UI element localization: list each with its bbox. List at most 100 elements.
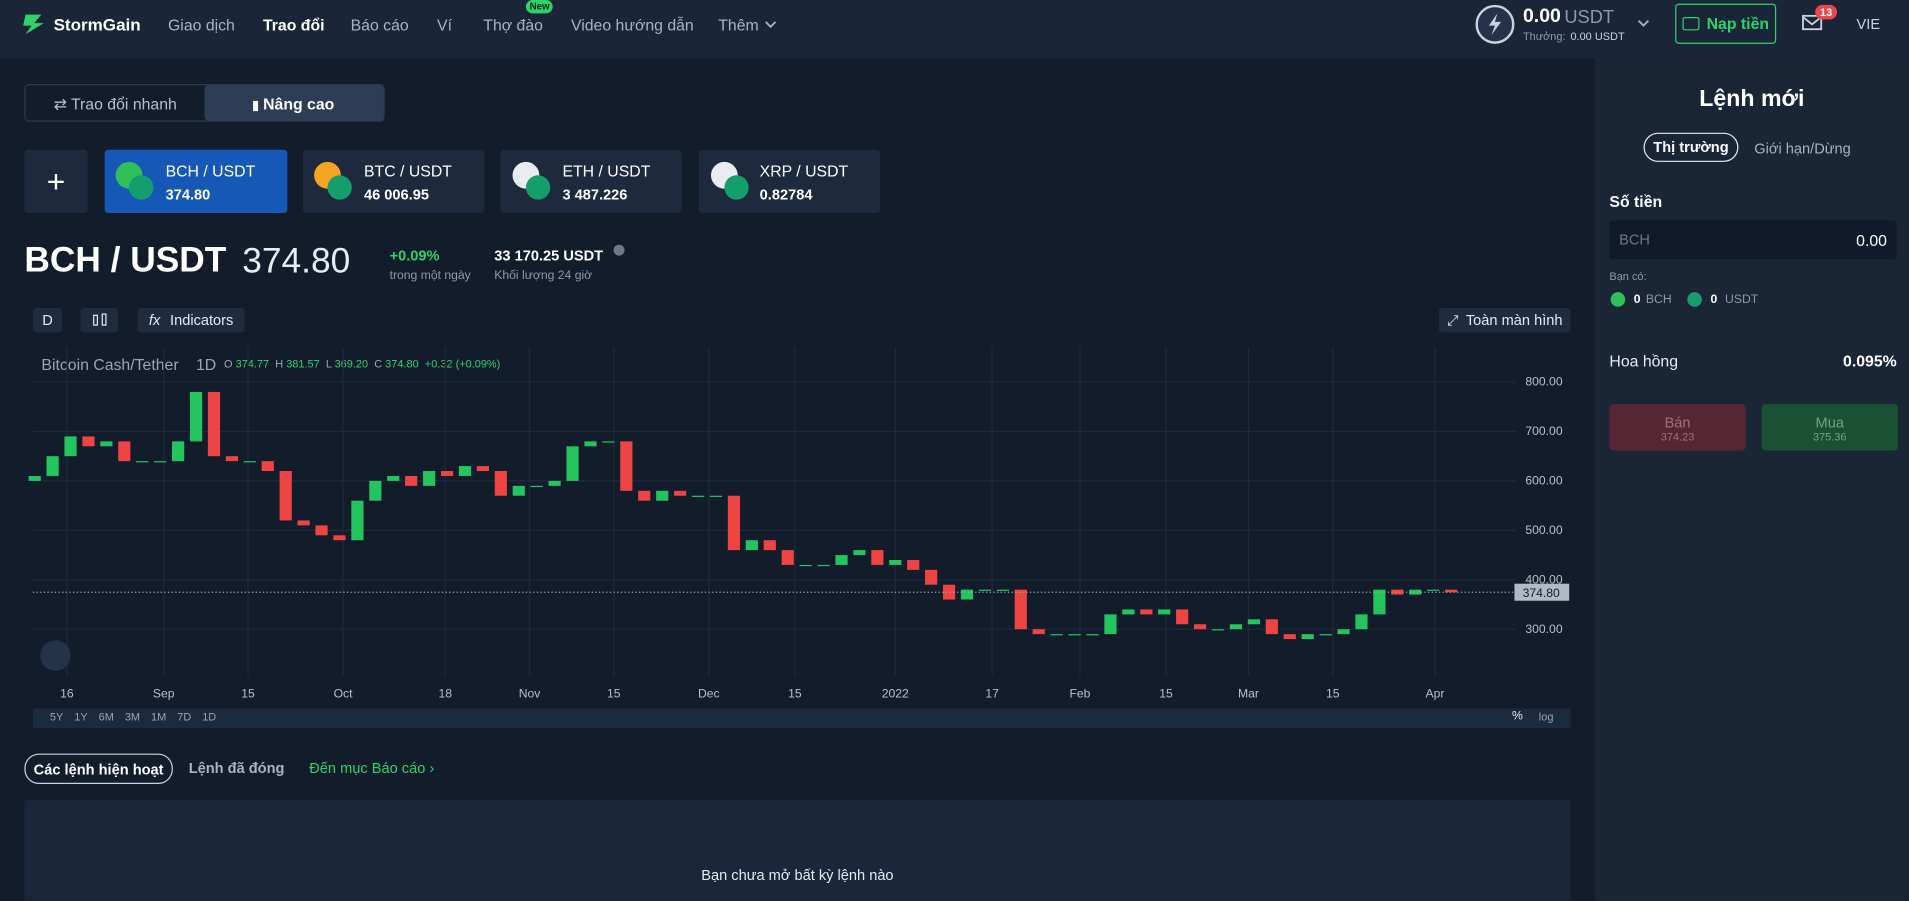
add-pair[interactable]: + (24, 149, 88, 214)
range-button[interactable]: 7D (177, 710, 192, 724)
order-tab[interactable]: Giới hạn/Dừng (1754, 140, 1851, 158)
y-tick-label: 500.00 (1525, 523, 1562, 537)
language[interactable]: VIE (1856, 15, 1881, 33)
candle-body (638, 490, 651, 501)
logo[interactable]: StormGain (53, 14, 141, 35)
candle-body (1068, 634, 1081, 636)
candle-body (656, 490, 669, 501)
x-tick-label: 16 (60, 687, 74, 701)
balance: 0.00 (1522, 6, 1561, 27)
interval-button[interactable]: D (32, 308, 63, 333)
fullscreen-button[interactable]: ⤢ Toàn màn hình (1438, 308, 1571, 333)
ticker-change-label: trong một ngày (389, 269, 471, 283)
ohlc-change: +0.32 (+0.09%) (424, 357, 501, 371)
ohlc-value: 374.80 (385, 357, 419, 371)
candle-body (925, 569, 938, 585)
x-tick-label: Dec (698, 687, 720, 701)
mode-tabs (24, 84, 385, 122)
candle-body (942, 584, 956, 600)
info-icon[interactable] (613, 244, 625, 256)
candle-body (279, 471, 292, 521)
chart-interval: 1D (196, 355, 217, 374)
logo-icon (23, 14, 44, 35)
amount-value: 0.00 (1856, 231, 1887, 250)
candle-body (871, 550, 884, 565)
y-tick-label: 400.00 (1525, 572, 1562, 586)
candle-body (225, 456, 238, 462)
nav-item[interactable]: Thêm (718, 15, 759, 35)
active-tab-bg (204, 85, 384, 121)
candle-body (1229, 624, 1243, 630)
nav-item[interactable]: Video hướng dẫn (570, 15, 694, 35)
candle-body (1337, 629, 1350, 635)
x-tick-label: Mar (1238, 687, 1259, 701)
deposit-button[interactable]: Nạp tiền (1675, 3, 1777, 44)
ohlc-value: 381.57 (286, 357, 320, 371)
report-link[interactable]: Đến mục Báo cáo › (309, 759, 435, 777)
pair-name: XRP / USDT (759, 161, 849, 181)
nav-item[interactable]: Thợ đào (483, 15, 543, 35)
order-tab[interactable]: Thị trường (1643, 132, 1739, 162)
sell-price: 374.23 (1660, 430, 1695, 444)
chevron[interactable] (1637, 18, 1650, 28)
tab[interactable]: ▮ Nâng cao (252, 94, 335, 114)
candle-body (1391, 589, 1404, 595)
candle-body (1122, 609, 1135, 615)
range-button[interactable]: 1Y (74, 710, 88, 724)
candle-body (207, 391, 221, 457)
pair-price: 374.80 (165, 186, 211, 204)
order-panel (1594, 58, 1909, 901)
candle-body (1355, 614, 1368, 630)
balance-currency: USDT (1725, 293, 1759, 307)
y-tick-label: 300.00 (1525, 622, 1562, 636)
nav-item[interactable]: Giao dịch (168, 15, 235, 35)
candle-body (602, 441, 615, 443)
percent-toggle[interactable]: % (1512, 709, 1523, 724)
have-label: Bạn có: (1609, 270, 1647, 283)
amount-input[interactable] (1609, 220, 1897, 260)
orders-tab[interactable]: Các lệnh hiện hoạt (24, 753, 173, 785)
range-button[interactable]: 3M (124, 710, 141, 724)
candle-body (405, 475, 418, 486)
range-button[interactable]: 6M (98, 710, 114, 724)
candle-body (1409, 589, 1422, 595)
candle-body (28, 475, 41, 481)
chart-type-button[interactable] (80, 308, 119, 333)
coin-icon (1687, 292, 1702, 307)
mail-icon[interactable] (1802, 14, 1824, 32)
tab-label: Nâng cao (263, 94, 335, 114)
tab[interactable]: ⇄ Trao đổi nhanh (53, 94, 177, 114)
candle-body (333, 535, 346, 541)
candle-body (351, 500, 364, 541)
range-button[interactable]: 1D (202, 710, 217, 724)
coin-icon (525, 175, 551, 200)
tv-logo[interactable] (40, 640, 71, 671)
nav-item[interactable]: Ví (437, 15, 453, 35)
buy-button[interactable]: Mua 375.36 (1761, 404, 1898, 451)
range-button[interactable]: 1M (151, 710, 167, 724)
amount-label: Số tiền (1609, 192, 1663, 211)
candle-body (620, 441, 633, 491)
pair-price: 3 487.226 (562, 186, 628, 204)
sell-button[interactable]: Bán 374.23 (1609, 404, 1746, 451)
commission: 0.095% (1843, 351, 1897, 371)
candle-body (1427, 589, 1440, 591)
nav-item[interactable]: Báo cáo (350, 15, 409, 35)
x-tick-label: 15 (1326, 687, 1340, 701)
nav-item[interactable]: Trao đổi (262, 15, 325, 35)
x-tick-label: Nov (519, 687, 542, 701)
orders-tab[interactable]: Lệnh đã đóng (188, 759, 285, 777)
chevron (765, 21, 777, 29)
range-button[interactable]: 5Y (49, 710, 64, 724)
top-bar (0, 0, 1909, 59)
candle-body (64, 436, 77, 457)
indicators-button[interactable]: fx Indicators (137, 308, 245, 333)
x-tick-label: 15 (788, 687, 802, 701)
x-tick-label: 18 (438, 687, 452, 701)
log-toggle[interactable]: log (1538, 710, 1554, 724)
candle-body (799, 564, 812, 567)
candle-body (1014, 589, 1027, 630)
y-tick-label: 800.00 (1525, 375, 1562, 389)
buy-label: Mua (1815, 413, 1844, 431)
